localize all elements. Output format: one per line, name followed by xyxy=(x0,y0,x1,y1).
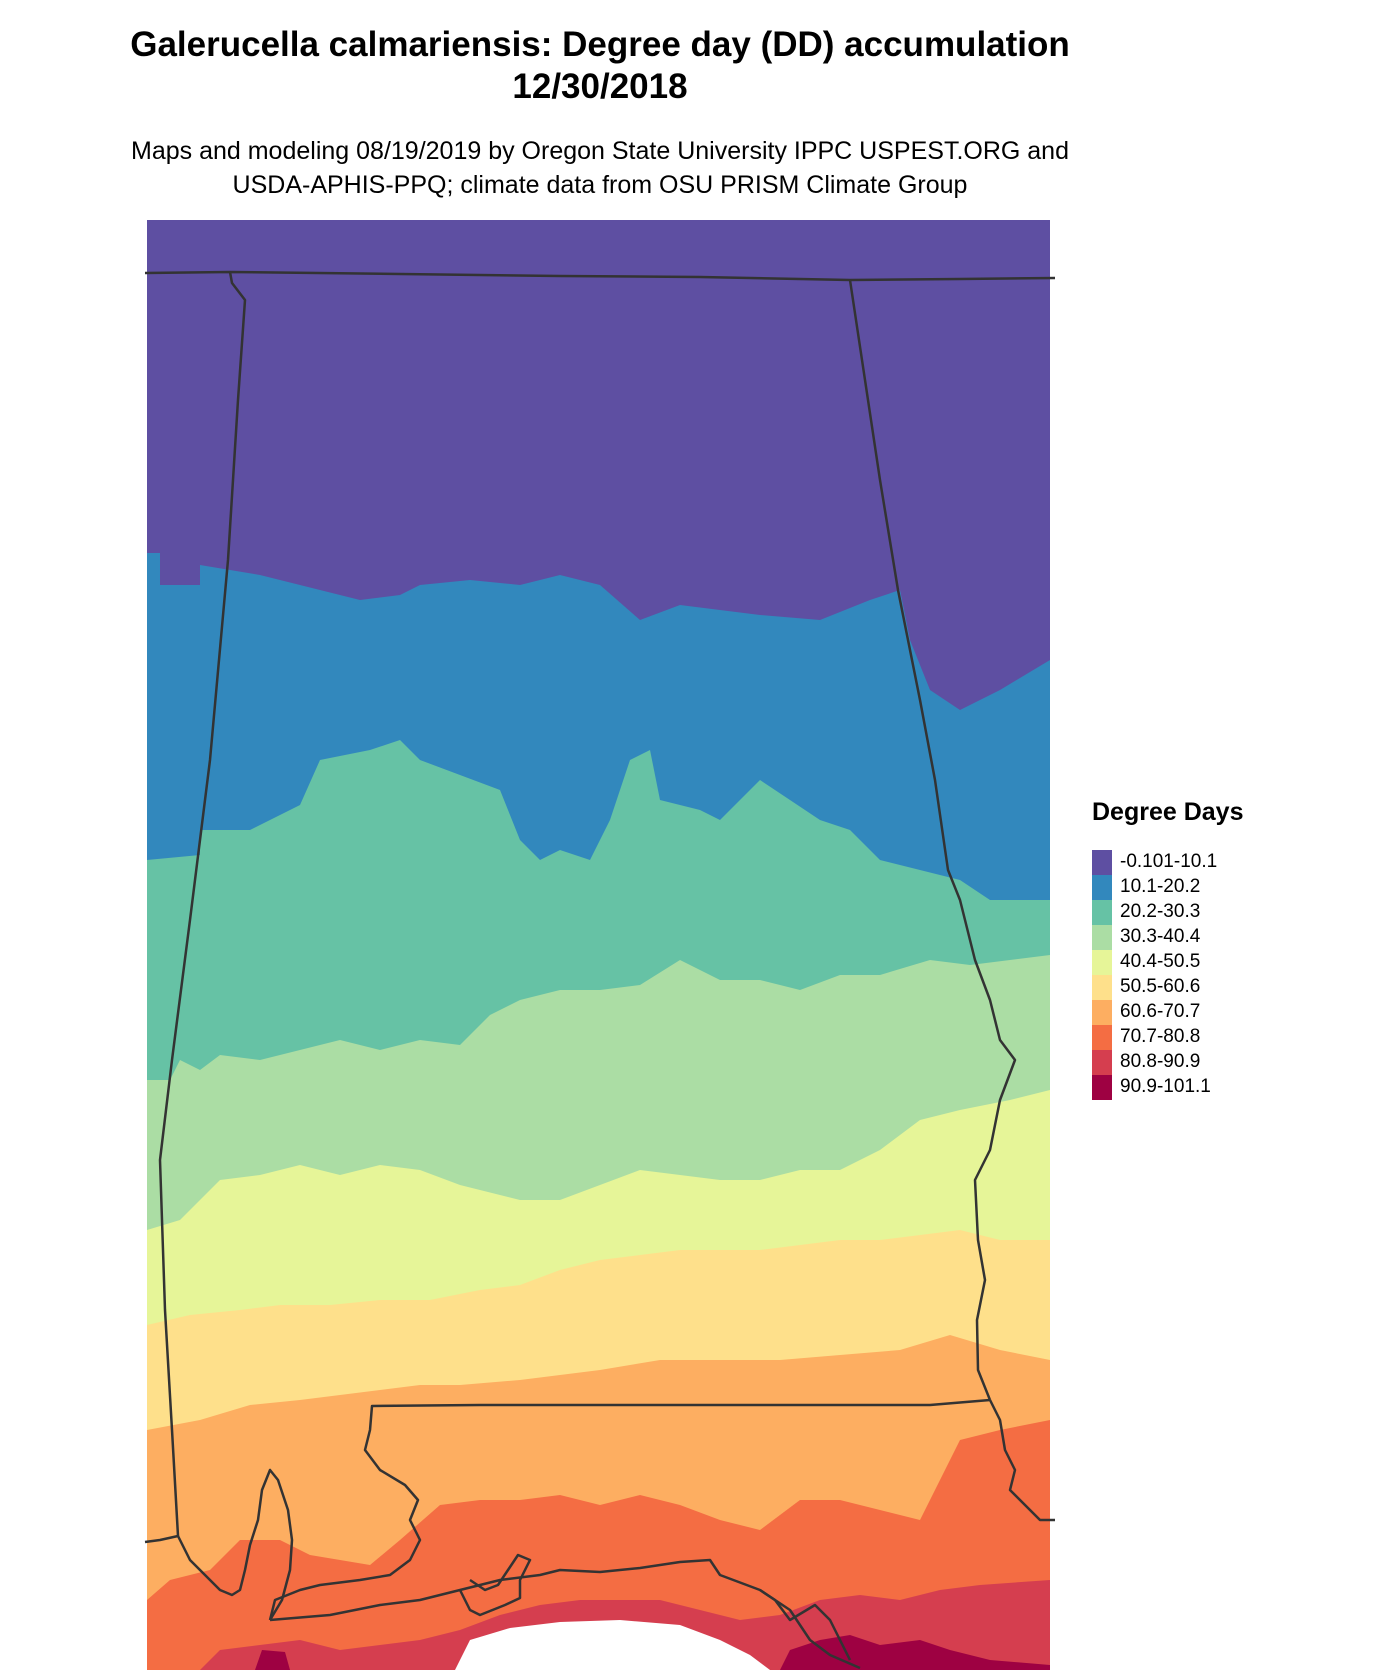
legend-swatch xyxy=(1092,875,1112,900)
legend-label: 30.3-40.4 xyxy=(1120,926,1201,947)
legend-swatch xyxy=(1092,1050,1112,1075)
map-subtitle-line1: Maps and modeling 08/19/2019 by Oregon S… xyxy=(131,137,1069,165)
map-subtitle-line2: USDA-APHIS-PPQ; climate data from OSU PR… xyxy=(232,171,968,199)
al-fl-border xyxy=(268,1398,991,1621)
legend-swatch xyxy=(1092,850,1112,875)
legend-label: 10.1-20.2 xyxy=(1120,876,1201,897)
map-subtitle: Maps and modeling 08/19/2019 by Oregon S… xyxy=(0,134,1200,202)
legend-label: 70.7-80.8 xyxy=(1120,1026,1201,1047)
legend-label: 60.6-70.7 xyxy=(1120,1001,1201,1022)
legend-title: Degree Days xyxy=(1092,798,1244,826)
florida-panhandle-coast xyxy=(458,1553,532,1617)
legend-label: 80.8-90.9 xyxy=(1120,1051,1201,1072)
legend-label: 40.4-50.5 xyxy=(1120,951,1201,972)
gulf-of-mexico xyxy=(455,1620,770,1670)
al-ga-border xyxy=(848,279,1017,1401)
legend-label: -0.101-10.1 xyxy=(1120,851,1218,872)
legend-label: 20.2-30.3 xyxy=(1120,901,1201,922)
bay-inlet xyxy=(759,1588,852,1661)
map-title-line2: 12/30/2018 xyxy=(512,67,688,106)
tn-border xyxy=(144,270,1056,282)
legend-swatch xyxy=(1092,975,1112,1000)
legend-label: 90.9-101.1 xyxy=(1120,1076,1211,1097)
mobile-bay xyxy=(144,1468,294,1621)
band-90-100-west xyxy=(255,1650,290,1670)
legend-swatch xyxy=(1092,950,1112,975)
gulf-coast xyxy=(269,1558,861,1670)
legend-swatch xyxy=(1092,1000,1112,1025)
map-title: Galerucella calmariensis: Degree day (DD… xyxy=(0,24,1200,108)
ms-al-border xyxy=(158,271,247,1537)
legend-swatch xyxy=(1092,925,1112,950)
legend-label: 50.5-60.6 xyxy=(1120,976,1201,997)
state-boundaries xyxy=(144,270,1056,1670)
legend-swatch xyxy=(1092,1025,1112,1050)
ga-fl-border xyxy=(988,1399,1055,1522)
map-title-line1: Galerucella calmariensis: Degree day (DD… xyxy=(130,25,1070,64)
legend-swatch xyxy=(1092,900,1112,925)
raster-bands xyxy=(147,220,1050,1670)
legend-swatch xyxy=(1092,1075,1112,1100)
